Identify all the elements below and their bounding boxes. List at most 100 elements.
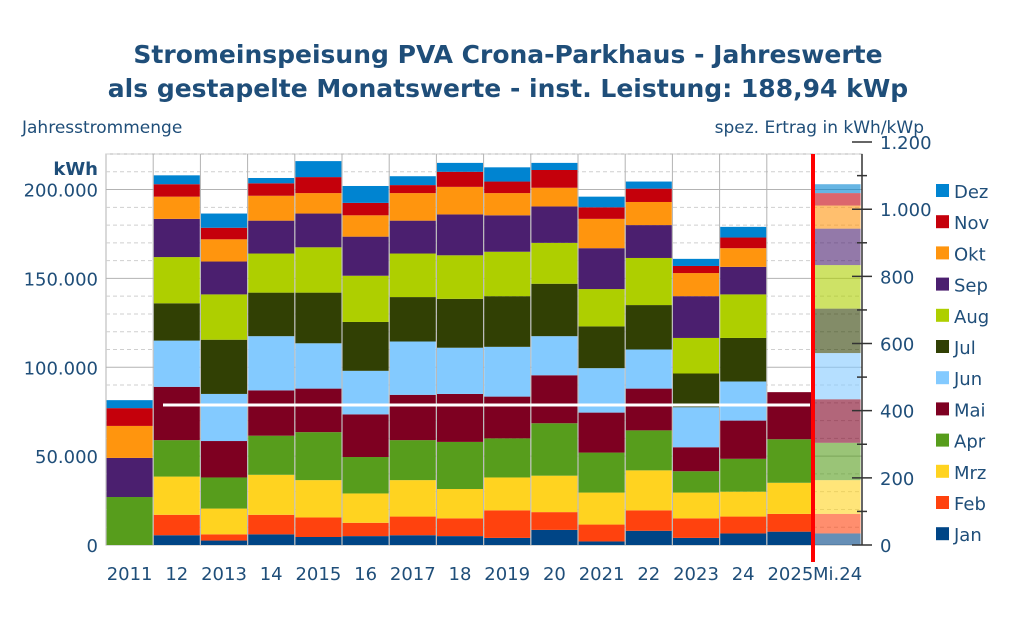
bar-segment-14-sep: [248, 220, 295, 254]
bar-segment-2023-apr: [673, 471, 719, 493]
bar-segment-2023-okt: [673, 273, 719, 297]
bar-segment-22-dez: [625, 181, 672, 189]
bar-segment-24-aug: [720, 294, 767, 338]
bar-segment-2019-mrz: [484, 477, 531, 511]
y-tick-label: 100.000: [24, 358, 98, 379]
bar-segment-2017-aug: [389, 253, 436, 298]
legend-label-jan: Jan: [953, 525, 982, 546]
y2-tick-label: 800: [880, 267, 914, 288]
bar-segment-Mi24-mrz: [814, 480, 861, 514]
bar-segment-2013-jun: [201, 393, 247, 442]
bar-segment-2017-dez: [389, 176, 436, 186]
bar-segment-20-aug: [531, 242, 578, 284]
chart-title: Stromeinspeisung PVA Crona-Parkhaus - Ja…: [0, 38, 1016, 106]
bar-segment-14-mrz: [248, 474, 295, 515]
bar-segment-22-jul: [625, 305, 672, 350]
legend-label-nov: Nov: [954, 213, 989, 234]
y2-tick-label: 1.200: [880, 133, 932, 154]
legend-swatch-jul: [936, 340, 949, 353]
bar-segment-2021-okt: [578, 218, 625, 249]
bar-segment-2023-aug: [673, 337, 719, 374]
bar-segment-22-mai: [625, 388, 672, 431]
bar-segment-2023-nov: [673, 265, 719, 274]
x-tick-label: Mi.24: [813, 564, 862, 585]
bar-segment-22-feb: [625, 510, 672, 531]
bar-segment-2017-okt: [389, 193, 436, 221]
bar-segment-2021-mai: [578, 412, 625, 453]
bar-segment-14-jan: [248, 534, 295, 545]
bar-segment-18-mrz: [437, 489, 483, 519]
bar-segment-18-jul: [437, 298, 483, 348]
bar-segment-20-jan: [531, 529, 578, 545]
legend-label-aug: Aug: [954, 307, 989, 328]
bar-segment-24-sep: [720, 266, 767, 295]
legend-label-jun: Jun: [953, 369, 982, 390]
y-axis-label: kWh: [53, 159, 98, 180]
bar-segment-22-apr: [625, 430, 672, 471]
bar-segment-12-jun: [153, 340, 200, 387]
bar-segment-2015-sep: [295, 213, 342, 248]
legend-label-jul: Jul: [953, 338, 976, 359]
bar-segment-Mi24-jan: [814, 533, 861, 545]
x-tick-label: 20: [543, 564, 566, 585]
bar-segment-2025-jan: [767, 531, 814, 545]
bar-segment-2013-okt: [201, 239, 247, 262]
bar-segment-14-jun: [248, 336, 295, 391]
bar-segment-16-jul: [342, 321, 389, 371]
bar-segment-2019-apr: [484, 438, 531, 478]
bar-segment-12-apr: [153, 440, 200, 477]
bar-segment-Mi24-okt: [814, 205, 861, 229]
bar-segment-2011-nov: [106, 408, 153, 426]
y2-tick-label: 200: [880, 469, 914, 490]
bar-segment-2023-mrz: [673, 492, 719, 519]
legend-swatch-mrz: [936, 464, 949, 478]
bar-segment-24-okt: [720, 248, 767, 267]
bar-segment-2019-jan: [484, 537, 531, 545]
legend-label-apr: Apr: [954, 432, 986, 453]
legend-swatch-jun: [936, 371, 949, 385]
bar-segment-Mi24-jun: [814, 353, 861, 400]
legend-swatch-feb: [936, 496, 949, 509]
bar-segment-2013-aug: [201, 294, 247, 340]
legend-swatch-okt: [936, 246, 949, 260]
bar-segment-18-dez: [437, 162, 483, 172]
bar-segment-14-dez: [248, 177, 295, 184]
legend-label-dez: Dez: [954, 182, 988, 203]
chart-title-line2: als gestapelte Monatswerte - inst. Leist…: [107, 74, 909, 103]
legend-label-okt: Okt: [954, 244, 986, 265]
bar-segment-18-okt: [437, 186, 483, 215]
bar-segment-2023-dez: [673, 258, 719, 266]
y-tick-label: 150.000: [24, 269, 98, 290]
bar-segment-2021-jul: [578, 326, 625, 369]
bar-segment-2017-jan: [389, 535, 436, 545]
bar-segment-Mi24-sep: [814, 228, 861, 266]
bar-segment-24-apr: [720, 458, 767, 492]
bar-segment-22-sep: [625, 225, 672, 258]
bar-segment-2019-jun: [484, 346, 531, 397]
bar-segment-18-jan: [437, 536, 483, 545]
x-tick-label: 2021: [579, 564, 625, 585]
bar-segment-2023-sep: [673, 296, 719, 338]
bar-segment-16-nov: [342, 202, 389, 216]
bar-segment-Mi24-apr: [814, 442, 861, 481]
bar-segment-2021-feb: [578, 524, 625, 542]
bar-segment-14-aug: [248, 253, 295, 293]
bar-segment-2025-mrz: [767, 482, 814, 514]
bar-segment-2015-okt: [295, 193, 342, 214]
bar-segment-16-mai: [342, 414, 389, 458]
bar-segment-20-mrz: [531, 475, 578, 513]
bar-segment-14-okt: [248, 195, 295, 221]
bar-segment-24-dez: [720, 226, 767, 238]
bar-segment-16-sep: [342, 236, 389, 276]
bar-segment-2021-nov: [578, 207, 625, 219]
bar-segment-2021-dez: [578, 196, 625, 208]
bar-segment-2011-apr: [106, 497, 153, 545]
bar-segment-2019-jul: [484, 296, 531, 347]
bar-segment-2013-nov: [201, 227, 247, 240]
bar-segment-20-dez: [531, 162, 578, 170]
bar-segment-2017-jun: [389, 341, 436, 395]
bar-segment-12-sep: [153, 218, 200, 258]
bar-segment-12-jan: [153, 535, 200, 545]
bar-segment-24-mrz: [720, 491, 767, 517]
legend-swatch-sep: [936, 277, 949, 291]
